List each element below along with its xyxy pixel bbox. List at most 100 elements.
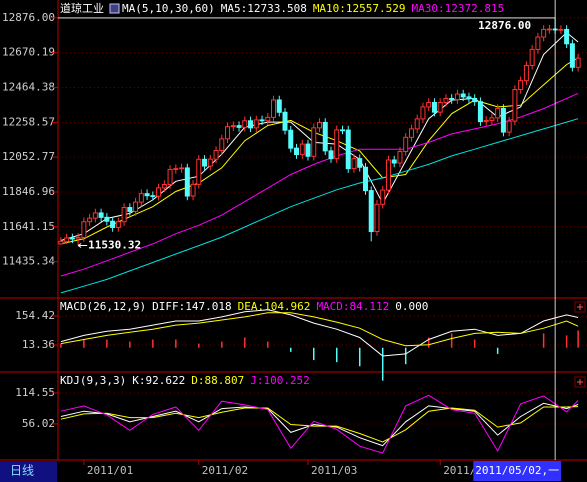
candle-body [426,101,432,108]
candle-body [322,121,328,152]
candle-body [460,93,466,98]
candle-body [477,101,483,123]
candle-body [437,101,443,113]
candle-body [144,193,150,197]
x-tick-label: 2011/03 [311,464,357,477]
candle-body [489,117,495,121]
candle-body [420,106,426,120]
candle-body [259,119,265,122]
candle-body [265,116,271,122]
candle-body [179,167,185,170]
legend-item: 道琼工业 [60,1,104,15]
candle-body [472,97,478,103]
legend-item: MACD(26,12,9) [60,300,146,313]
low-label: 11530.32 [88,239,141,252]
candle-body [236,125,242,128]
candle-body [339,129,345,132]
period-button[interactable]: 日线 [10,464,34,478]
expand-button[interactable] [574,301,586,313]
candle-body [328,150,334,160]
y-tick-label: 12876.00 [2,11,55,24]
candle-body [541,28,547,38]
candle-body [466,96,472,99]
legend-item: K:92.622 [132,374,185,387]
candle-body [558,28,564,31]
candle-body [483,119,489,123]
candle-body [317,121,322,129]
candle-body [81,221,87,238]
candle-body [253,119,259,129]
candle-body [299,143,305,156]
indicator-line [60,312,579,347]
legend-item: KDJ(9,3,3) [60,374,126,387]
indicator-line [60,118,579,294]
candle-body [495,107,501,119]
legend-item: MA10:12557.529 [313,2,406,15]
candle-body [288,129,294,149]
candle-body [173,168,179,170]
y-tick-label: 154.42 [15,309,55,322]
candle-body [104,216,110,222]
cursor-date: 2011/05/02,一 [475,464,559,477]
candle-body [69,237,75,240]
candle-body [500,107,506,133]
y-tick-label: 114.55 [15,386,55,399]
candle-body [242,120,248,128]
candle-body [535,36,541,50]
candle-body [357,158,363,168]
legend-item: DEA:104.962 [238,300,311,313]
candle-body [156,187,162,197]
candle-body [248,120,254,129]
candle-body [207,158,213,167]
candle-body [449,97,455,101]
candle-body [362,166,368,192]
candle-body [391,159,397,164]
candle-body [271,99,277,118]
candle-body [385,159,391,191]
candle-body [190,183,196,197]
candle-body [64,237,70,242]
candle-body [150,195,156,197]
candle-body [380,189,386,205]
candle-body [403,136,409,153]
candle-body [546,28,552,31]
cursor-date-bg [473,461,562,481]
y-tick-label: 12670.19 [2,46,55,59]
legend-item: MA(5,10,30,60) [122,2,215,15]
expand-button[interactable] [574,376,586,388]
x-tick-label: 2011/01 [87,464,133,477]
candle-body [75,236,81,240]
candle-body [282,111,288,131]
period-button-bg[interactable] [0,461,57,482]
candle-body [202,158,208,167]
high-label: 12876.00 [478,19,531,32]
candle-body [575,57,581,68]
y-tick-label: 12052.77 [2,150,55,163]
candle-body [569,43,575,68]
candle-body [305,143,311,157]
candle-body [294,147,300,156]
candle-body [276,99,282,113]
y-tick-label: 12464.38 [2,81,55,94]
candle-body [414,118,420,130]
candle-body [138,193,144,203]
candle-body [133,201,139,212]
candle-body [408,128,414,138]
indicator-line [60,394,579,454]
candle-body [506,120,512,133]
legend-item: D:88.807 [191,374,244,387]
candle-body [443,97,449,103]
candle-body [311,127,317,157]
candle-body [230,125,236,128]
indicator-line [60,31,579,241]
y-tick-label: 56.02 [22,417,55,430]
candle-body [334,129,340,160]
candle-body [431,101,437,113]
candle-body [115,221,121,228]
candle-body [564,28,570,45]
candle-body [219,138,225,152]
candle-body [98,212,104,218]
legend-icon [109,3,120,14]
candle-body [374,203,380,233]
